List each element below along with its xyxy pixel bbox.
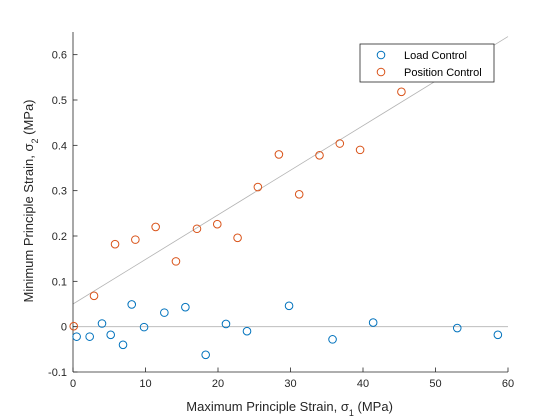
data-point xyxy=(242,326,252,336)
data-point xyxy=(274,150,284,159)
axes xyxy=(72,32,509,373)
y-tick-label: 0.6 xyxy=(52,50,67,62)
data-point xyxy=(72,332,81,341)
tick-labels: 0 10 20 30 40 50 60-0.100.10.20.30.40.50.6 xyxy=(48,50,514,390)
data-point xyxy=(171,257,181,266)
data-point xyxy=(355,145,365,155)
data-point xyxy=(69,321,79,331)
legend-marker-load-control xyxy=(376,50,386,60)
x-tick-label: 0 xyxy=(70,378,76,390)
data-points xyxy=(69,87,503,360)
x-axis-label: Maximum Principle Strain, σ1 (MPa) xyxy=(186,399,393,418)
data-point xyxy=(139,322,149,332)
x-tick-label: 20 xyxy=(212,378,224,390)
y-tick-label: 0.3 xyxy=(52,186,67,198)
legend-label-position-control: Position Control xyxy=(404,67,482,79)
data-point xyxy=(253,182,263,192)
data-point xyxy=(192,224,202,234)
y-axis-label-subscript: 2 xyxy=(30,138,40,143)
data-point xyxy=(284,301,294,311)
data-point xyxy=(315,151,324,160)
y-axis-label: Minimum Principle Strain, σ2 (MPa) xyxy=(21,99,40,302)
legend: Load Control Position Control xyxy=(359,43,495,83)
data-point xyxy=(335,139,345,148)
data-point xyxy=(118,340,128,350)
y-tick-label: 0.1 xyxy=(52,276,67,288)
x-tick-label: 40 xyxy=(357,378,369,390)
data-point xyxy=(110,239,120,249)
data-point xyxy=(131,235,140,244)
data-point xyxy=(127,300,137,309)
data-point xyxy=(221,319,231,329)
data-point xyxy=(294,189,304,199)
legend-marker-position-control xyxy=(376,67,386,77)
series-position-control xyxy=(69,87,406,331)
data-point xyxy=(181,302,190,312)
data-point xyxy=(89,291,99,301)
data-point xyxy=(493,330,503,340)
data-point xyxy=(151,222,160,232)
y-tick-label: 0.5 xyxy=(52,95,67,107)
x-axis-label-subscript: 1 xyxy=(349,408,354,418)
data-point xyxy=(397,87,406,97)
y-tick-label: -0.1 xyxy=(48,367,67,379)
y-tick-label: 0 xyxy=(61,322,67,334)
x-tick-label: 30 xyxy=(284,378,296,390)
data-point xyxy=(328,335,337,344)
data-point xyxy=(212,219,222,229)
y-tick-label: 0.2 xyxy=(52,231,67,243)
data-point xyxy=(160,308,169,317)
data-point xyxy=(452,323,462,333)
data-point xyxy=(201,350,210,360)
series-load-control xyxy=(72,300,503,360)
x-tick-label: 50 xyxy=(429,378,441,390)
data-point xyxy=(85,332,94,341)
legend-label-load-control: Load Control xyxy=(404,50,467,62)
data-point xyxy=(106,330,115,340)
y-tick-label: 0.4 xyxy=(52,140,67,152)
data-point xyxy=(97,319,107,328)
x-tick-label: 60 xyxy=(502,378,514,390)
plot-area xyxy=(73,32,508,372)
data-point xyxy=(368,318,378,327)
x-tick-label: 10 xyxy=(139,378,151,390)
data-point xyxy=(233,233,242,243)
